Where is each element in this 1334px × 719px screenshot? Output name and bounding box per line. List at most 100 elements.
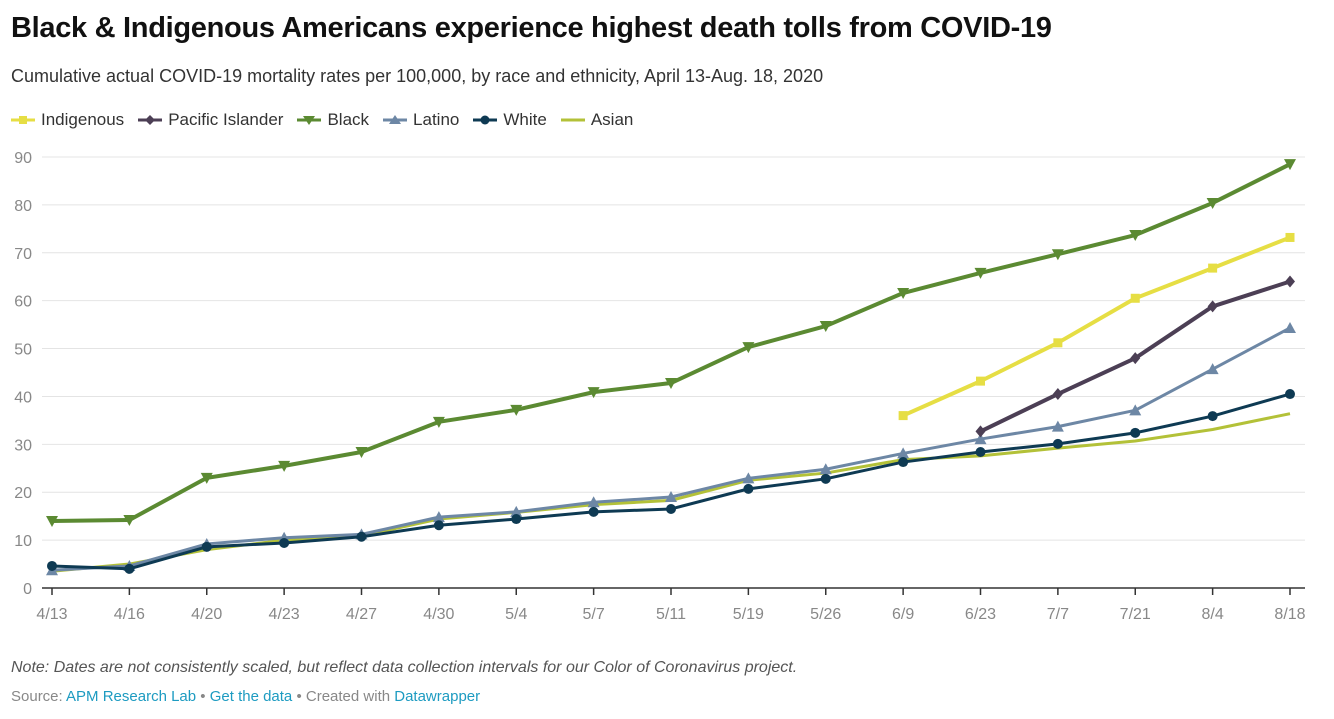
x-tick-label: 7/7 (1047, 606, 1069, 623)
x-tick-label: 4/27 (346, 606, 377, 623)
legend-item-white: White (473, 110, 547, 130)
x-tick-label: 4/16 (114, 606, 145, 623)
white-point (201, 541, 212, 552)
white-point (124, 563, 135, 574)
x-tick-label: 5/19 (733, 606, 764, 623)
black-point (123, 514, 136, 526)
black-point (510, 404, 523, 416)
white-point (975, 446, 986, 457)
latino-point (587, 496, 600, 508)
black-point (819, 321, 832, 333)
y-tick-label: 90 (14, 150, 32, 167)
latino-point (1206, 363, 1219, 375)
get-data-link[interactable]: Get the data (209, 688, 293, 705)
pacific-islander-point (1207, 300, 1218, 313)
white-point (820, 473, 831, 484)
black-point (742, 342, 755, 354)
latino-legend-swatch (383, 115, 408, 124)
black-line (51, 162, 1291, 523)
source-label: Source: (11, 688, 67, 705)
legend-label: Latino (413, 110, 460, 129)
black-point (200, 472, 213, 484)
black-point (278, 460, 291, 472)
indigenous-point (976, 376, 985, 386)
legend-label: Indigenous (41, 110, 125, 129)
source-link[interactable]: APM Research Lab (66, 688, 197, 705)
black-point (1051, 249, 1064, 261)
latino-point (819, 463, 832, 475)
black-point (1129, 230, 1142, 242)
white-point (1130, 427, 1141, 438)
y-tick-label: 10 (14, 533, 32, 550)
source-line: Source: APM Research Lab • Get the data … (11, 688, 480, 705)
y-tick-label: 50 (14, 342, 32, 359)
legend-label: Black (327, 110, 370, 129)
white-point (743, 483, 754, 494)
black-point (665, 378, 677, 390)
black-point (897, 288, 910, 300)
white-point (1207, 411, 1218, 422)
latino-point (432, 511, 445, 523)
y-tick-label: 70 (14, 246, 32, 263)
pacific-islander-point (1052, 388, 1063, 401)
legend-label: White (503, 110, 547, 129)
x-tick-label: 8/18 (1274, 606, 1305, 623)
latino-point (974, 433, 987, 445)
legend-item-latino: Latino (383, 110, 459, 130)
indigenous-line (902, 235, 1291, 418)
x-tick-label: 4/23 (269, 606, 300, 623)
x-tick-label: 6/9 (892, 606, 914, 623)
x-tick-label: 8/4 (1202, 606, 1224, 623)
white-point (1052, 438, 1063, 449)
indigenous-point (1053, 338, 1063, 348)
black-point (1284, 159, 1296, 171)
indigenous-point (1130, 293, 1140, 303)
white-point (47, 560, 57, 571)
latino-line (51, 326, 1291, 572)
y-tick-label: 80 (14, 198, 32, 215)
x-tick-label: 5/4 (505, 606, 527, 623)
latino-point (1051, 420, 1064, 432)
asian-legend-swatch (560, 118, 585, 122)
datawrapper-link[interactable]: Datawrapper (394, 688, 481, 705)
pacific-islander-point (1130, 352, 1141, 365)
indigenous-point (1208, 263, 1218, 273)
black-point (432, 416, 445, 428)
y-tick-label: 30 (14, 437, 32, 454)
latino-point (897, 447, 910, 459)
legend-label: Pacific Islander (168, 110, 284, 129)
white-legend-swatch (473, 115, 498, 125)
white-point (356, 531, 367, 542)
indigenous-legend-swatch (11, 116, 35, 124)
y-tick-label: 20 (14, 485, 32, 502)
white-point (511, 514, 522, 525)
x-tick-label: 4/20 (191, 606, 222, 623)
x-tick-label: 4/30 (423, 606, 454, 623)
latino-point (510, 505, 523, 517)
chart-note: Note: Dates are not consistently scaled,… (11, 659, 798, 676)
black-point (355, 446, 368, 458)
x-tick-label: 4/13 (36, 606, 67, 623)
x-tick-label: 5/26 (810, 606, 841, 623)
line-chart: 0 10 20 30 40 50 60 70 80 90 4/13 4/16 4/20 4/23 4/27 4… (14, 150, 1305, 623)
created-with-label: Created with (305, 688, 395, 705)
black-point (46, 515, 58, 527)
black-point (587, 387, 600, 399)
y-tick-label: 0 (23, 581, 32, 598)
latino-point (1284, 321, 1296, 333)
black-legend-swatch (297, 116, 322, 125)
legend-item-indigenous: Indigenous (11, 110, 124, 130)
black-point (974, 267, 987, 279)
separator: • (292, 688, 306, 705)
white-point (666, 503, 676, 514)
white-point (898, 457, 909, 468)
white-point (279, 537, 290, 548)
pacific-islander-legend-swatch (138, 115, 163, 125)
pacific-islander-point (1285, 275, 1295, 288)
black-point (1206, 197, 1219, 209)
indigenous-point (898, 411, 908, 421)
x-tick-label: 5/7 (583, 606, 605, 623)
chart-subtitle: Cumulative actual COVID-19 mortality rat… (11, 66, 824, 86)
x-tick-label: 6/23 (965, 606, 996, 623)
legend-item-asian: Asian (560, 110, 633, 130)
